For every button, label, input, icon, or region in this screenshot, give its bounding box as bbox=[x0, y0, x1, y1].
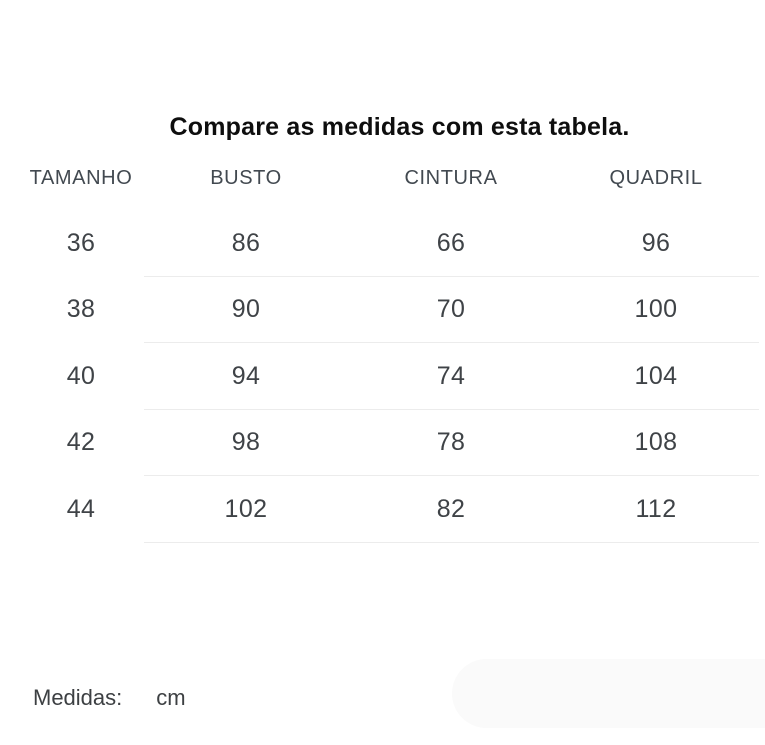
cell-busto: 98 bbox=[231, 428, 261, 457]
cell-busto: 94 bbox=[231, 361, 261, 390]
table-row: 40 94 74 104 bbox=[0, 343, 765, 410]
table-body: 36 86 66 96 38 90 70 100 40 94 74 104 42… bbox=[0, 210, 765, 543]
cell-quadril: 100 bbox=[634, 295, 678, 324]
table-row: 36 86 66 96 bbox=[0, 210, 765, 277]
cell-tamanho: 40 bbox=[66, 361, 96, 390]
size-chart-table: TAMANHO BUSTO CINTURA QUADRIL 36 86 66 9… bbox=[0, 166, 765, 543]
table-row: 44 102 82 112 bbox=[0, 476, 765, 543]
cell-busto: 102 bbox=[224, 494, 268, 523]
cell-busto: 90 bbox=[231, 295, 261, 324]
cell-cintura: 82 bbox=[436, 494, 466, 523]
cell-tamanho: 38 bbox=[66, 295, 96, 324]
column-header-quadril: QUADRIL bbox=[609, 166, 703, 189]
column-header-busto: BUSTO bbox=[210, 166, 282, 189]
measurements-note: Medidas: cm bbox=[33, 684, 186, 712]
cell-quadril: 112 bbox=[635, 494, 677, 523]
cell-cintura: 66 bbox=[436, 228, 466, 257]
table-row: 42 98 78 108 bbox=[0, 410, 765, 477]
cell-cintura: 74 bbox=[436, 361, 466, 390]
cell-quadril: 96 bbox=[641, 228, 671, 257]
cell-quadril: 108 bbox=[634, 428, 678, 457]
cell-busto: 86 bbox=[231, 228, 261, 257]
measurements-label: Medidas: bbox=[33, 685, 123, 710]
cell-tamanho: 42 bbox=[66, 428, 96, 457]
cell-cintura: 70 bbox=[436, 295, 466, 324]
measurements-unit: cm bbox=[156, 685, 186, 710]
cell-cintura: 78 bbox=[436, 428, 466, 457]
cell-tamanho: 36 bbox=[66, 228, 96, 257]
table-row: 38 90 70 100 bbox=[0, 277, 765, 344]
rounded-pill-decoration bbox=[452, 659, 765, 728]
column-header-cintura: CINTURA bbox=[404, 166, 498, 189]
column-header-tamanho: TAMANHO bbox=[29, 166, 133, 189]
page-title: Compare as medidas com esta tabela. bbox=[169, 113, 630, 141]
cell-quadril: 104 bbox=[634, 361, 678, 390]
table-header-row: TAMANHO BUSTO CINTURA QUADRIL bbox=[0, 166, 765, 190]
cell-tamanho: 44 bbox=[66, 494, 96, 523]
